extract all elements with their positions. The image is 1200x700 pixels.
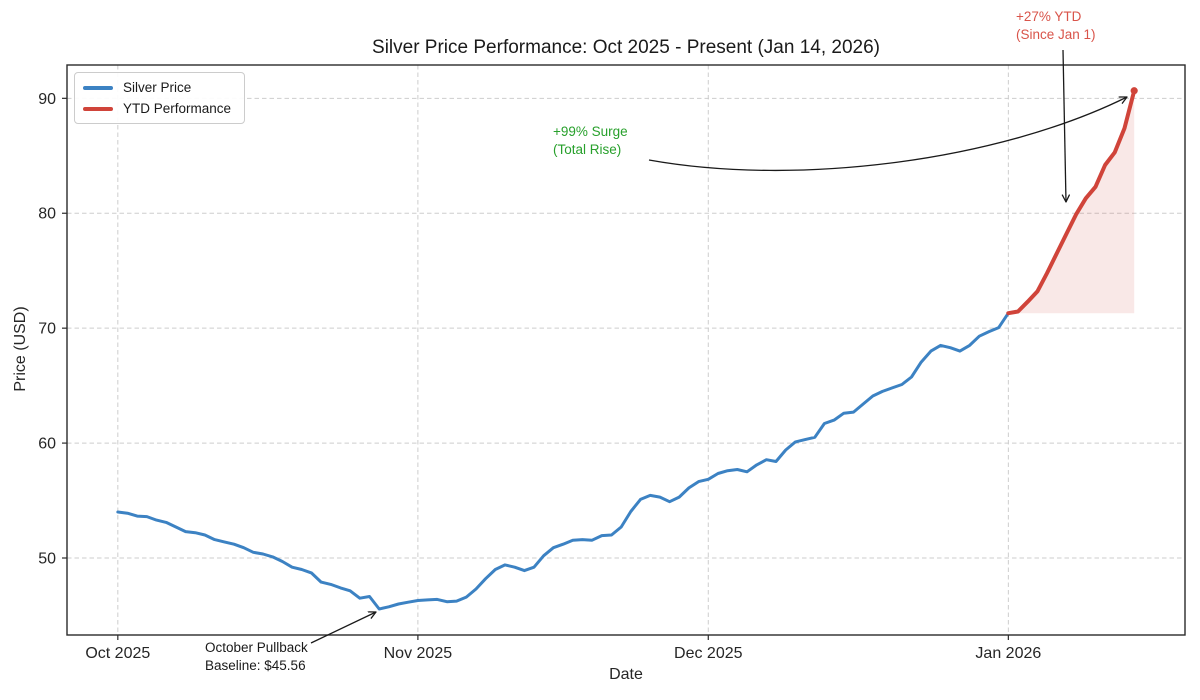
line-end-marker bbox=[1130, 87, 1138, 95]
silver-price-line bbox=[116, 311, 1010, 611]
y-tick-label: 60 bbox=[38, 436, 56, 453]
axis-ticks bbox=[62, 97, 1009, 640]
ytd-performance-swatch bbox=[83, 106, 113, 111]
x-tick-label: Oct 2025 bbox=[85, 645, 150, 662]
y-tick-label: 90 bbox=[38, 91, 56, 108]
legend-label: Silver Price bbox=[123, 80, 192, 95]
annotation-arrow-ytd bbox=[1063, 49, 1066, 202]
silver-price-swatch bbox=[83, 85, 113, 90]
annotation-pullback-label: October Pullback Baseline: $45.56 bbox=[205, 639, 308, 675]
annotation-arrow-surge bbox=[648, 97, 1127, 172]
annotation-line: +27% YTD bbox=[1016, 9, 1082, 24]
annotation-line: Baseline: $45.56 bbox=[205, 658, 306, 673]
y-tick-label: 70 bbox=[38, 321, 56, 338]
chart-title: Silver Price Performance: Oct 2025 - Pre… bbox=[372, 37, 880, 58]
plot-border bbox=[66, 64, 1186, 636]
legend-item-silver-price: Silver Price bbox=[83, 80, 231, 95]
legend-label: YTD Performance bbox=[123, 101, 232, 116]
axis-tick-labels: Oct 2025 Nov 2025 Dec 2025 Jan 2026 50 60 70 80… bbox=[38, 91, 1041, 662]
annotation-line: October Pullback bbox=[205, 640, 308, 655]
y-tick-label: 80 bbox=[38, 206, 56, 223]
x-tick-label: Nov 2025 bbox=[384, 645, 453, 662]
ytd-fill-area bbox=[1008, 90, 1135, 314]
legend: Silver Price YTD Performance bbox=[74, 72, 246, 124]
annotation-line: +99% Surge bbox=[553, 124, 628, 139]
x-axis-label: Date bbox=[609, 666, 643, 683]
annotation-surge-label: +99% Surge (Total Rise) bbox=[553, 123, 628, 159]
annotation-line: (Total Rise) bbox=[553, 142, 622, 157]
annotation-ytd-label: +27% YTD (Since Jan 1) bbox=[1016, 8, 1096, 44]
annotation-line: (Since Jan 1) bbox=[1016, 27, 1096, 42]
x-tick-label: Dec 2025 bbox=[674, 645, 743, 662]
ytd-performance-line bbox=[1006, 88, 1137, 316]
y-tick-label: 50 bbox=[38, 551, 56, 568]
legend-item-ytd-performance: YTD Performance bbox=[83, 101, 231, 116]
annotation-arrow-pullback bbox=[310, 612, 376, 644]
y-axis-label: Price (USD) bbox=[12, 306, 29, 392]
x-tick-label: Jan 2026 bbox=[975, 645, 1041, 662]
